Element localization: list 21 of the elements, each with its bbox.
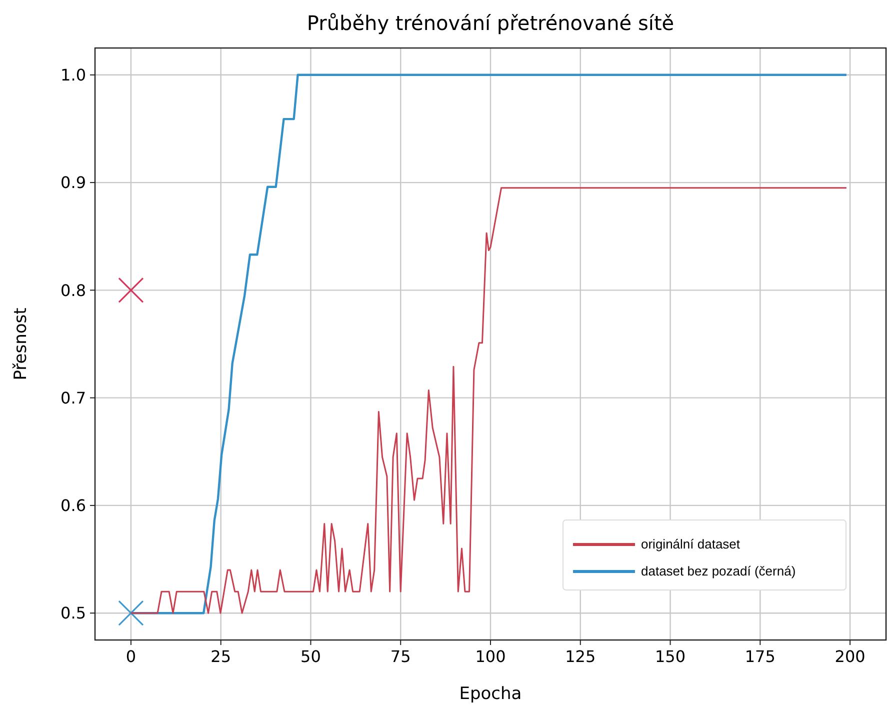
x-tick-label: 25 — [210, 647, 232, 666]
y-tick-label: 0.6 — [60, 496, 86, 516]
x-tick-label: 50 — [300, 647, 321, 666]
y-axis-title: Přesnost — [11, 307, 31, 380]
x-tick-label: 0 — [126, 647, 136, 666]
x-axis-title: Epocha — [459, 684, 522, 704]
legend-label: originální dataset — [641, 536, 740, 552]
x-tick-label: 150 — [655, 647, 686, 666]
x-tick-label: 75 — [390, 647, 411, 666]
legend-label: dataset bez pozadí (černá) — [641, 564, 796, 579]
line-series — [130, 187, 848, 614]
y-tick-label: 0.7 — [60, 388, 86, 408]
y-tick-label: 0.8 — [60, 280, 86, 300]
y-tick-label: 0.9 — [60, 173, 86, 192]
x-tick-label: 175 — [744, 647, 776, 666]
chart-title: Průběhy trénování přetrénované sítě — [306, 11, 674, 35]
x-tick-label: 200 — [834, 647, 866, 666]
y-tick-label: 1.0 — [60, 66, 86, 85]
y-tick-label: 0.5 — [60, 604, 86, 623]
x-tick-label: 100 — [475, 647, 506, 666]
x-tick-label: 125 — [565, 647, 596, 666]
